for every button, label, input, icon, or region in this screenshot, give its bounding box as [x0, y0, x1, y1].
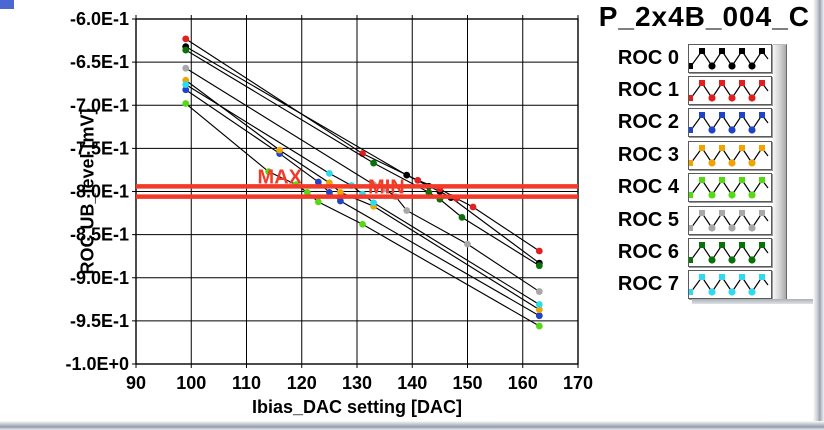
x-tick-label: 150: [452, 373, 482, 393]
legend-item-roc-6: ROC 6: [598, 236, 772, 268]
data-point-roc-5: [464, 240, 471, 248]
x-axis-title: Ibias_DAC setting [DAC]: [251, 397, 463, 417]
data-point-roc-2: [325, 188, 333, 196]
data-point-roc-4: [314, 198, 322, 206]
y-axis-title: ROC UB_level [mV]: [77, 108, 98, 275]
y-tick-label: -9.5E-1: [70, 311, 129, 331]
legend-plot-sample-icon[interactable]: [688, 76, 772, 106]
legend-item-roc-5: ROC 5: [598, 204, 772, 236]
series-line-roc-1: [185, 38, 540, 252]
legend-item-roc-2: ROC 2: [598, 107, 772, 139]
x-tick-label: 120: [287, 373, 317, 393]
data-point-roc-2: [182, 86, 190, 94]
y-tick-label: -6.5E-1: [70, 52, 129, 72]
legend-item-roc-0: ROC 0: [598, 42, 772, 74]
legend-plot-sample-icon[interactable]: [688, 108, 772, 138]
limit-label-min: MIN: [368, 177, 405, 199]
legend-plot-sample-icon[interactable]: [688, 140, 772, 170]
y-tick-label: -7.0E-1: [70, 95, 129, 115]
legend-label: ROC 1: [617, 79, 679, 102]
data-point-roc-7: [182, 81, 190, 88]
series-line-roc-0: [185, 46, 540, 264]
y-tick-label: -9.0E-1: [70, 268, 129, 288]
data-point-roc-4: [303, 188, 311, 196]
window-border-bottom: [0, 421, 824, 430]
legend-item-roc-4: ROC 4: [598, 172, 772, 204]
legend-label: ROC 3: [617, 143, 679, 166]
data-point-roc-1: [469, 203, 477, 211]
y-tick-label: -6.0E-1: [70, 9, 129, 29]
data-point-roc-4: [182, 100, 190, 107]
graph-title: P_2x4B_004_C: [598, 1, 810, 32]
legend-plot-sample-icon[interactable]: [688, 270, 772, 300]
series-line-roc-2: [185, 89, 540, 317]
data-point-roc-3: [276, 146, 284, 154]
y-tick-label: -8.5E-1: [70, 225, 129, 245]
y-tick-label: -8.0E-1: [70, 182, 129, 202]
data-point-roc-6: [182, 46, 190, 54]
x-tick-label: 160: [508, 373, 538, 393]
data-point-roc-6: [370, 159, 377, 167]
legend-label: ROC 7: [617, 273, 679, 296]
data-point-roc-4: [265, 168, 272, 176]
window-border-right: [813, 0, 824, 430]
plot-legend: ROC 0 ROC 1 ROC 2 ROC 3 ROC 4 ROC 5 ROC 6 ROC 7: [598, 42, 772, 301]
data-point-roc-5: [535, 288, 543, 295]
legend-label: ROC 2: [617, 111, 679, 134]
data-point-roc-6: [458, 213, 466, 221]
legend-plot-sample-icon[interactable]: [688, 173, 772, 203]
series-line-roc-4: [185, 103, 540, 327]
limit-label-max: MAX: [258, 166, 303, 188]
panel-corner-accent: [0, 0, 14, 9]
series-line-roc-6: [185, 49, 540, 267]
legend-item-roc-7: ROC 7: [598, 269, 772, 301]
y-tick-label: -7.5E-1: [70, 138, 129, 158]
data-point-roc-2: [337, 197, 344, 205]
legend-label: ROC 5: [617, 208, 679, 231]
legend-label: ROC 4: [617, 176, 679, 199]
data-point-roc-1: [414, 176, 422, 184]
data-point-roc-5: [182, 64, 190, 72]
data-point-roc-4: [535, 322, 543, 330]
plot-frame: [135, 18, 579, 365]
y-tick-label: -1.0E+0: [65, 354, 129, 374]
data-point-roc-2: [314, 178, 322, 186]
legend-label: ROC 6: [617, 241, 679, 264]
x-tick-label: 130: [342, 373, 372, 393]
legend-panel-shadow: [692, 299, 818, 304]
data-point-roc-2: [535, 312, 543, 320]
x-tick-label: 90: [126, 373, 146, 393]
legend-item-roc-1: ROC 1: [598, 74, 772, 106]
legend-plot-sample-icon[interactable]: [688, 205, 772, 235]
x-tick-label: 170: [563, 373, 593, 393]
data-point-roc-5: [403, 207, 411, 214]
series-line-roc-5: [185, 67, 540, 293]
data-point-roc-7: [535, 301, 543, 308]
legend-item-roc-3: ROC 3: [598, 139, 772, 171]
data-point-roc-3: [337, 188, 344, 196]
legend-plot-sample-icon[interactable]: [688, 43, 772, 73]
data-point-roc-6: [535, 262, 543, 270]
data-point-roc-1: [535, 247, 543, 255]
data-point-roc-7: [325, 169, 333, 177]
legend-scrollbar[interactable]: [773, 44, 787, 299]
series-line-roc-7: [185, 84, 540, 305]
data-point-roc-1: [182, 35, 190, 43]
legend-label: ROC 0: [617, 46, 679, 69]
data-point-roc-6: [425, 188, 433, 196]
x-tick-label: 110: [232, 373, 261, 393]
legend-plot-sample-icon[interactable]: [688, 238, 772, 268]
data-point-roc-7: [370, 199, 377, 207]
x-tick-label: 100: [176, 373, 206, 393]
x-tick-label: 140: [397, 373, 427, 393]
data-point-roc-3: [535, 306, 543, 314]
data-point-roc-4: [359, 220, 366, 228]
